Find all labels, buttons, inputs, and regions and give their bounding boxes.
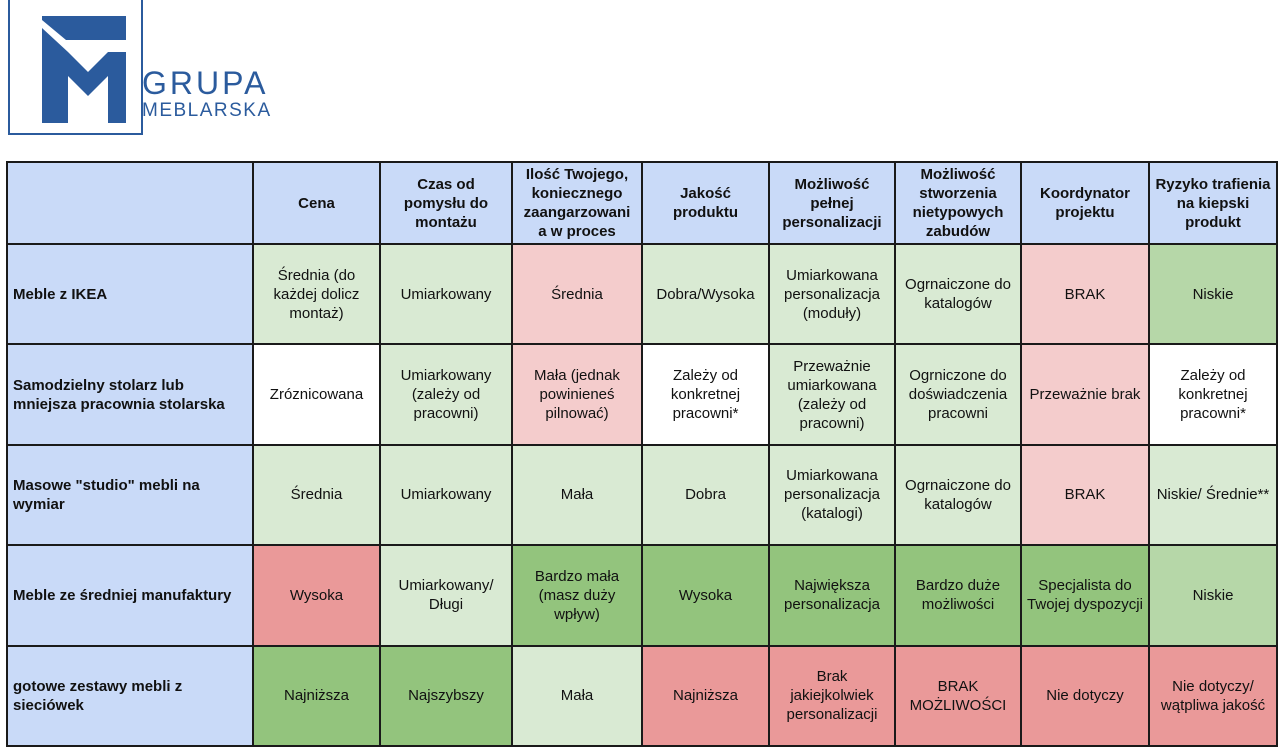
table-cell: Umiarkowany (zależy od pracowni) xyxy=(379,343,513,446)
logo-title: GRUPA xyxy=(142,65,269,101)
table-cell: Średnia xyxy=(511,242,643,346)
table-cell: BRAK xyxy=(1020,443,1150,547)
table-cell: Średnia xyxy=(252,443,381,547)
table-row: Meble z IKEA Średnia (do każdej dolicz m… xyxy=(6,242,1278,346)
column-header: Ilość Twojego, koniecznego zaangarzowani… xyxy=(511,161,643,245)
table-cell: Przeważnie umiarkowana (zależy od pracow… xyxy=(768,343,896,446)
column-header: Czas od pomysłu do montażu xyxy=(379,161,513,245)
table-cell: Dobra/Wysoka xyxy=(641,242,770,346)
table-cell: Ogrniczone do doświadczenia pracowni xyxy=(894,343,1022,446)
column-header: Jakość produktu xyxy=(641,161,770,245)
logo-text: GRUPA MEBLARSKA xyxy=(142,66,272,122)
table-cell: Wysoka xyxy=(641,544,770,647)
table-cell: Ogrnaiczone do katalogów xyxy=(894,242,1022,346)
table-cell: Nie dotyczy/ wątpliwa jakość xyxy=(1148,644,1278,748)
row-header: gotowe zestawy mebli z sieciówek xyxy=(6,644,254,748)
logo-frame xyxy=(8,0,143,135)
table-cell: BRAK MOŻLIWOŚCI xyxy=(894,644,1022,748)
row-header: Meble z IKEA xyxy=(6,242,254,346)
table-cell: Specjalista do Twojej dyspozycji xyxy=(1020,544,1150,647)
table-cell: Najszybszy xyxy=(379,644,513,748)
logo: GRUPA MEBLARSKA xyxy=(8,0,298,140)
table-cell: Mała xyxy=(511,644,643,748)
corner-cell xyxy=(6,161,254,245)
table-cell: Najniższa xyxy=(641,644,770,748)
table-row: gotowe zestawy mebli z sieciówek Najniżs… xyxy=(6,644,1278,748)
row-header: Masowe "studio" mebli na wymiar xyxy=(6,443,254,547)
table-cell: Zależy od konkretnej pracowni* xyxy=(641,343,770,446)
table-cell: Średnia (do każdej dolicz montaż) xyxy=(252,242,381,346)
logo-subtitle: MEBLARSKA xyxy=(142,100,272,121)
table-cell: Wysoka xyxy=(252,544,381,647)
table-cell: Zależy od konkretnej pracowni* xyxy=(1148,343,1278,446)
table-cell: Zróznicowana xyxy=(252,343,381,446)
table-cell: Mała (jednak powinieneś pilnować) xyxy=(511,343,643,446)
table-cell: Niskie xyxy=(1148,242,1278,346)
table-cell: Umiarkowana personalizacja (moduły) xyxy=(768,242,896,346)
table-cell: Umiarkowany/ Długi xyxy=(379,544,513,647)
table-cell: Największa personalizacja xyxy=(768,544,896,647)
table-cell: Nie dotyczy xyxy=(1020,644,1150,748)
table-cell: Najniższa xyxy=(252,644,381,748)
header-row: Cena Czas od pomysłu do montażu Ilość Tw… xyxy=(6,161,1278,245)
column-header: Koordynator projektu xyxy=(1020,161,1150,245)
table-cell: Brak jakiejkolwiek personalizacji xyxy=(768,644,896,748)
row-header: Samodzielny stolarz lub mniejsza pracown… xyxy=(6,343,254,446)
row-header: Meble ze średniej manufaktury xyxy=(6,544,254,647)
table-cell: Umiarkowana personalizacja (katalogi) xyxy=(768,443,896,547)
table-cell: Mała xyxy=(511,443,643,547)
table-row: Samodzielny stolarz lub mniejsza pracown… xyxy=(6,343,1278,446)
table-cell: Niskie xyxy=(1148,544,1278,647)
table-row: Masowe "studio" mebli na wymiar Średnia … xyxy=(6,443,1278,547)
comparison-table: Cena Czas od pomysłu do montażu Ilość Tw… xyxy=(6,161,1278,748)
table-cell: Przeważnie brak xyxy=(1020,343,1150,446)
column-header: Ryzyko trafienia na kiepski produkt xyxy=(1148,161,1278,245)
column-header: Możliwość pełnej personalizacji xyxy=(768,161,896,245)
column-header: Możliwość stworzenia nietypowych zabudów xyxy=(894,161,1022,245)
table-cell: Ogrnaiczone do katalogów xyxy=(894,443,1022,547)
table-cell: Dobra xyxy=(641,443,770,547)
table-cell: Bardzo mała (masz duży wpływ) xyxy=(511,544,643,647)
table-cell: Bardzo duże możliwości xyxy=(894,544,1022,647)
table-cell: Niskie/ Średnie** xyxy=(1148,443,1278,547)
table-cell: Umiarkowany xyxy=(379,242,513,346)
table-cell: BRAK xyxy=(1020,242,1150,346)
logo-mark-icon xyxy=(42,16,126,123)
table-row: Meble ze średniej manufaktury Wysoka Umi… xyxy=(6,544,1278,647)
table-cell: Umiarkowany xyxy=(379,443,513,547)
column-header: Cena xyxy=(252,161,381,245)
